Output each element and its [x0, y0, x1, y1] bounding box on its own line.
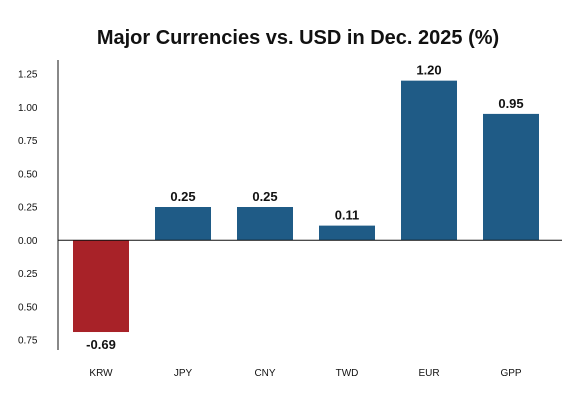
x-category-label: EUR: [418, 368, 439, 379]
y-tick-label: 0.50: [18, 302, 38, 313]
bar-cny: [237, 207, 293, 241]
bar-gpp: [483, 113, 539, 241]
bar-eur: [401, 80, 457, 241]
y-tick-label: 0.00: [18, 236, 38, 247]
bar-jpy: [155, 207, 211, 241]
y-tick-label: 1.00: [18, 103, 38, 114]
x-axis: KRW JPY CNY TWD EUR GPP: [58, 239, 562, 379]
chart-title: Major Currencies vs. USD in Dec. 2025 (%…: [97, 27, 499, 49]
x-category-label: TWD: [336, 368, 359, 379]
y-axis: 1.25 1.00 0.75 0.50 0.25 0.00 0.25 0.50 0.75: [18, 60, 59, 350]
y-tick-label: 0.75: [18, 336, 38, 347]
bar-twd: [319, 225, 375, 241]
x-category-label: JPY: [174, 368, 193, 379]
y-tick-label: 1.25: [18, 70, 38, 81]
x-category-label: GPP: [500, 368, 521, 379]
y-tick-label: 0.75: [18, 136, 38, 147]
data-label: 1.20: [416, 63, 441, 78]
data-label: 0.25: [252, 189, 277, 204]
y-tick-label: 0.25: [18, 269, 38, 280]
bar-krw: [73, 240, 129, 333]
bars: [73, 80, 539, 333]
data-labels: -0.69 0.25 0.25 0.11 1.20 0.95: [86, 63, 523, 352]
data-label: -0.69: [86, 337, 116, 352]
data-label: 0.11: [335, 208, 360, 223]
y-tick-label: 0.25: [18, 203, 38, 214]
x-category-label: KRW: [89, 368, 113, 379]
data-label: 0.25: [170, 189, 195, 204]
x-category-label: CNY: [254, 368, 275, 379]
y-tick-label: 0.50: [18, 169, 38, 180]
data-label: 0.95: [498, 96, 523, 111]
